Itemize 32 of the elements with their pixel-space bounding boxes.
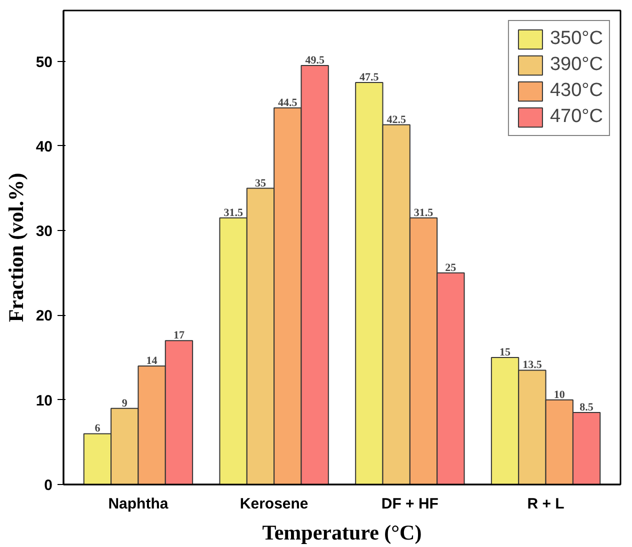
x-tick-label: R + L bbox=[527, 496, 564, 512]
legend-label: 470°C bbox=[550, 105, 603, 129]
y-tick-label: 0 bbox=[44, 477, 52, 494]
y-tick-label: 30 bbox=[36, 223, 53, 240]
data-label: 14 bbox=[146, 355, 158, 367]
data-label: 15 bbox=[500, 346, 512, 359]
data-label: 25 bbox=[445, 262, 457, 274]
data-label: 8.5 bbox=[580, 402, 594, 414]
x-tick-label: Naphtha bbox=[108, 496, 169, 512]
data-label: 31.5 bbox=[224, 206, 244, 219]
x-axis-title: Temperature (°C) bbox=[262, 520, 422, 544]
data-label: 31.5 bbox=[414, 206, 434, 219]
data-label: 10 bbox=[554, 388, 566, 401]
x-tick-label: Kerosene bbox=[240, 496, 308, 512]
y-tick-label: 10 bbox=[36, 392, 53, 410]
y-tick-label: 50 bbox=[36, 54, 53, 71]
data-label: 17 bbox=[173, 330, 185, 342]
data-label: 35 bbox=[254, 177, 266, 190]
legend-label: 390°C bbox=[550, 53, 603, 77]
y-tick-label: 20 bbox=[36, 308, 53, 325]
data-label: 9 bbox=[122, 397, 128, 410]
y-tick-label: 40 bbox=[36, 138, 53, 156]
data-label: 44.5 bbox=[278, 96, 298, 109]
legend-label: 350°C bbox=[550, 27, 603, 51]
data-label: 47.5 bbox=[360, 71, 380, 84]
legend-label: 430°C bbox=[550, 79, 603, 103]
data-label: 13.5 bbox=[522, 359, 542, 372]
data-label: 42.5 bbox=[386, 114, 406, 126]
data-label: 6 bbox=[94, 422, 101, 435]
x-tick-label: DF + HF bbox=[381, 496, 438, 512]
data-label: 49.5 bbox=[305, 54, 325, 67]
y-axis-title: Fraction (vol.%) bbox=[4, 172, 28, 322]
